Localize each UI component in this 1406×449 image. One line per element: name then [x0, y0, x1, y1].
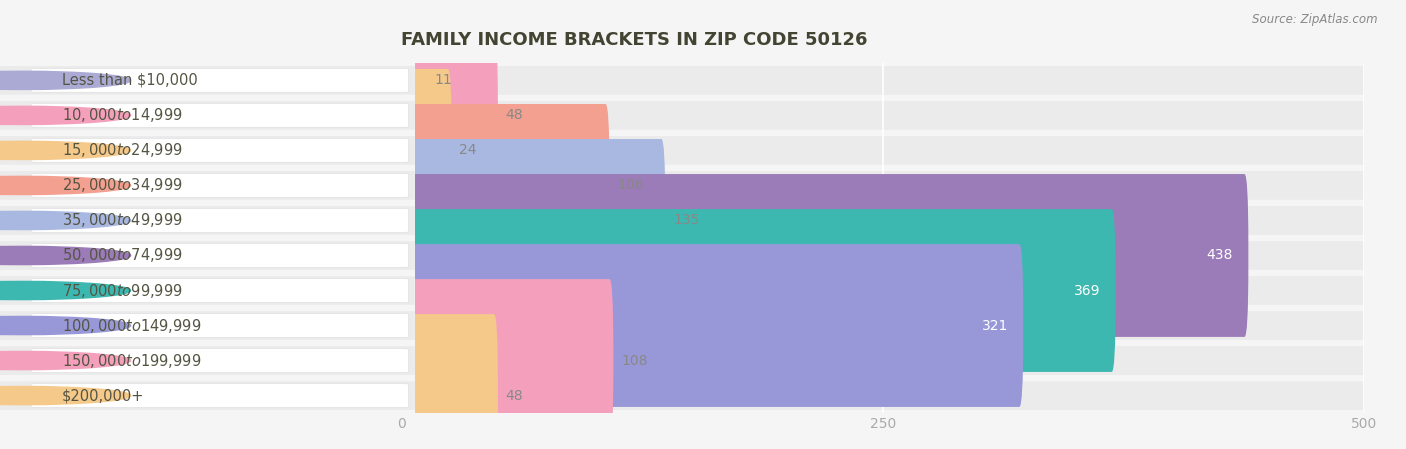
- FancyBboxPatch shape: [0, 101, 415, 130]
- FancyBboxPatch shape: [401, 101, 1365, 130]
- Text: Less than $10,000: Less than $10,000: [62, 73, 198, 88]
- Text: 135: 135: [673, 213, 699, 228]
- Text: $75,000 to $99,999: $75,000 to $99,999: [62, 282, 183, 299]
- FancyBboxPatch shape: [0, 136, 415, 165]
- FancyBboxPatch shape: [401, 311, 1365, 340]
- FancyBboxPatch shape: [0, 276, 415, 305]
- FancyBboxPatch shape: [0, 381, 415, 410]
- FancyBboxPatch shape: [398, 314, 498, 449]
- FancyBboxPatch shape: [0, 241, 415, 270]
- FancyBboxPatch shape: [401, 276, 1365, 305]
- Text: $150,000 to $199,999: $150,000 to $199,999: [62, 352, 201, 370]
- FancyBboxPatch shape: [398, 209, 1115, 372]
- Text: Source: ZipAtlas.com: Source: ZipAtlas.com: [1253, 13, 1378, 26]
- FancyBboxPatch shape: [0, 171, 415, 200]
- FancyBboxPatch shape: [398, 244, 1024, 407]
- Text: $200,000+: $200,000+: [62, 388, 145, 403]
- Circle shape: [0, 317, 131, 335]
- Text: 106: 106: [617, 178, 644, 193]
- FancyBboxPatch shape: [398, 104, 609, 267]
- FancyBboxPatch shape: [401, 66, 1365, 95]
- Text: 321: 321: [981, 318, 1008, 333]
- Circle shape: [0, 282, 131, 299]
- Text: 24: 24: [460, 143, 477, 158]
- Text: $25,000 to $34,999: $25,000 to $34,999: [62, 176, 183, 194]
- Text: 48: 48: [506, 108, 523, 123]
- Text: $10,000 to $14,999: $10,000 to $14,999: [62, 106, 183, 124]
- FancyBboxPatch shape: [398, 34, 498, 197]
- FancyBboxPatch shape: [31, 103, 409, 128]
- Text: $100,000 to $149,999: $100,000 to $149,999: [62, 317, 201, 335]
- FancyBboxPatch shape: [401, 206, 1365, 235]
- FancyBboxPatch shape: [401, 136, 1365, 165]
- FancyBboxPatch shape: [31, 208, 409, 233]
- Circle shape: [0, 176, 131, 194]
- FancyBboxPatch shape: [0, 346, 415, 375]
- Text: $50,000 to $74,999: $50,000 to $74,999: [62, 247, 183, 264]
- FancyBboxPatch shape: [31, 68, 409, 92]
- Text: 108: 108: [621, 353, 648, 368]
- FancyBboxPatch shape: [31, 278, 409, 303]
- FancyBboxPatch shape: [31, 243, 409, 268]
- Circle shape: [0, 387, 131, 405]
- Text: 369: 369: [1074, 283, 1099, 298]
- FancyBboxPatch shape: [398, 69, 451, 232]
- FancyBboxPatch shape: [0, 66, 415, 95]
- FancyBboxPatch shape: [401, 346, 1365, 375]
- FancyBboxPatch shape: [0, 206, 415, 235]
- Text: $35,000 to $49,999: $35,000 to $49,999: [62, 211, 183, 229]
- Circle shape: [0, 71, 131, 89]
- Text: FAMILY INCOME BRACKETS IN ZIP CODE 50126: FAMILY INCOME BRACKETS IN ZIP CODE 50126: [401, 31, 868, 49]
- FancyBboxPatch shape: [398, 279, 613, 442]
- Circle shape: [0, 352, 131, 370]
- FancyBboxPatch shape: [398, 174, 1249, 337]
- FancyBboxPatch shape: [398, 0, 426, 162]
- FancyBboxPatch shape: [401, 171, 1365, 200]
- FancyBboxPatch shape: [31, 348, 409, 373]
- FancyBboxPatch shape: [31, 138, 409, 163]
- Circle shape: [0, 106, 131, 124]
- FancyBboxPatch shape: [31, 383, 409, 408]
- Circle shape: [0, 141, 131, 159]
- FancyBboxPatch shape: [31, 173, 409, 198]
- Text: $15,000 to $24,999: $15,000 to $24,999: [62, 141, 183, 159]
- Circle shape: [0, 247, 131, 264]
- FancyBboxPatch shape: [401, 381, 1365, 410]
- FancyBboxPatch shape: [0, 311, 415, 340]
- FancyBboxPatch shape: [398, 139, 665, 302]
- Text: 438: 438: [1206, 248, 1233, 263]
- FancyBboxPatch shape: [401, 241, 1365, 270]
- Text: 11: 11: [434, 73, 453, 88]
- FancyBboxPatch shape: [31, 313, 409, 338]
- Circle shape: [0, 211, 131, 229]
- Text: 48: 48: [506, 388, 523, 403]
